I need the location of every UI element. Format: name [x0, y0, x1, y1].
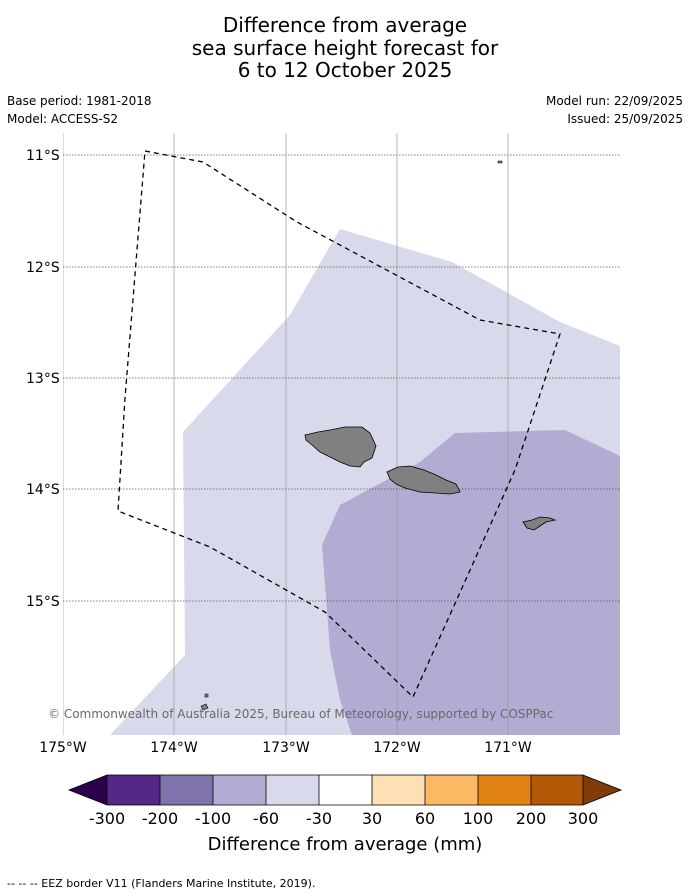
colorbar-bin-7 [425, 775, 478, 805]
tutuila-island [522, 516, 557, 531]
colorbar-tick: -300 [88, 809, 126, 828]
y-tick-14s: 14°S [26, 482, 60, 498]
y-tick-13s: 13°S [26, 371, 60, 387]
anomaly-region-mid [322, 430, 620, 735]
colorbar-extend-low [69, 775, 107, 805]
colorbar-bin-5 [319, 775, 372, 805]
x-tick-174w: 174°W [150, 740, 198, 756]
meridian-lines [63, 133, 509, 735]
y-tick-12s: 12°S [26, 260, 60, 276]
colorbar-tick: 60 [414, 809, 436, 828]
colorbar-bin-4 [266, 775, 319, 805]
colorbar-bin-9 [531, 775, 583, 805]
x-tick-172w: 172°W [373, 740, 421, 756]
issued-label: Issued: 25/09/2025 [567, 112, 683, 126]
colorbar-bin-6 [372, 775, 425, 805]
colorbar-tick: 300 [567, 809, 599, 828]
y-tick-11s: 11°S [26, 148, 60, 164]
y-tick-15s: 15°S [26, 594, 60, 610]
title-line-1: Difference from average [222, 13, 468, 37]
savaii-island [304, 426, 377, 468]
swains-island [497, 160, 503, 164]
model-label: Model: ACCESS-S2 [7, 112, 119, 126]
upolu-island [386, 465, 461, 495]
eez-legend-note: -- -- -- EEZ border V11 (Flanders Marine… [7, 877, 316, 890]
colorbar-dividers [106, 775, 584, 805]
title-line-3: 6 to 12 October 2025 [237, 58, 453, 82]
base-period-label: Base period: 1981-2018 [7, 94, 152, 108]
map-title: Difference from average sea surface heig… [0, 14, 690, 82]
colorbar-tick: -30 [305, 809, 333, 828]
colorbar-tick: -200 [141, 809, 179, 828]
colorbar [67, 774, 623, 806]
model-run-label: Model run: 22/09/2025 [545, 94, 683, 108]
small-island-south [200, 703, 209, 711]
colorbar-tick: 100 [462, 809, 494, 828]
colorbar-bin-8 [478, 775, 531, 805]
map-area [63, 133, 620, 735]
colorbar-bin-2 [160, 775, 213, 805]
copyright-credit: © Commonwealth of Australia 2025, Bureau… [48, 707, 554, 721]
colorbar-extend-high [583, 775, 621, 805]
x-tick-175w: 175°W [39, 740, 87, 756]
colorbar-bin-3 [213, 775, 266, 805]
colorbar-tick: 200 [515, 809, 547, 828]
x-tick-173w: 173°W [262, 740, 310, 756]
colorbar-tick: -60 [252, 809, 280, 828]
title-line-2: sea surface height forecast for [191, 35, 499, 60]
small-island-south-2 [204, 693, 209, 698]
x-tick-171w: 171°W [484, 740, 532, 756]
colorbar-tick: 30 [361, 809, 383, 828]
colorbar-bin-1 [107, 775, 160, 805]
colorbar-tick: -100 [194, 809, 232, 828]
colorbar-label: Difference from average (mm) [207, 834, 483, 855]
